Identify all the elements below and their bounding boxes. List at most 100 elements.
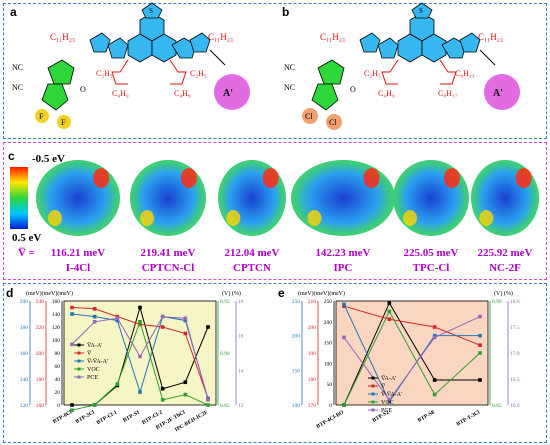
left-tick-label: 200 (324, 320, 333, 326)
legend-label: VOC (87, 367, 100, 373)
a-f1-circle (35, 109, 49, 123)
legend-label: PCE (381, 408, 392, 414)
esp-hotspot (403, 210, 418, 226)
right-tick-label: 12 (238, 403, 244, 409)
esp-panel-svg: c -0.5 eV 0.5 eV V̅ = 116.21 meV I-4Cl 219… (8, 149, 539, 274)
series-point-3 (342, 403, 346, 407)
series-point-4 (70, 342, 74, 347)
left-tick-label: 180 (20, 325, 29, 331)
esp-hotspot (180, 168, 197, 188)
series-point-0 (206, 325, 210, 329)
series-point-4 (206, 398, 210, 402)
b-cl1-circle (302, 108, 318, 124)
esp-hotspot (93, 168, 110, 188)
a-c2h5-left: C₂H₅ (96, 69, 113, 78)
left-tick-label: 170 (308, 403, 317, 409)
a-nc2: NC (12, 83, 23, 92)
b-c8h17: C₈H₁₇ (438, 89, 458, 98)
right-tick-label: 16 (238, 334, 244, 340)
esp-hotspot (307, 210, 322, 226)
panel-c-label: c (8, 149, 15, 163)
series-point-1 (387, 317, 392, 321)
x-tick-label: BTP-Cl-1 (96, 409, 119, 426)
left-tick-label: 40 (55, 377, 61, 383)
esp-name: I-4Cl (66, 262, 90, 274)
legend-marker (371, 384, 375, 388)
left-tick-label: 0 (57, 403, 60, 409)
series-point-0 (138, 305, 142, 310)
right-tick-label: 18.0 (510, 299, 520, 305)
x-tick-label: BTP-0Cl (52, 409, 73, 425)
left-tick-label: 180 (36, 377, 45, 383)
right-tick-label: 17.5 (510, 325, 520, 331)
series-point-3 (432, 392, 437, 397)
a-c2h5-right: C₂H₅ (190, 69, 207, 78)
b-cl2-circle (326, 114, 342, 130)
a-chain-right: C₁₁H₂₃ (208, 32, 233, 42)
esp-map-ipc (291, 160, 395, 236)
left-tick-label: 250 (324, 299, 333, 305)
legend-label: VOC (381, 400, 394, 406)
panel-d-label: d (6, 286, 13, 300)
left-tick-label: 200 (308, 325, 317, 331)
series-point-3 (206, 403, 210, 407)
left-tick-label: 210 (308, 299, 317, 305)
series-point-2 (115, 318, 120, 323)
right-tick-label: 18 (238, 299, 244, 305)
legend-label: V̅ (381, 383, 386, 390)
structure-a: a S C₁₁H₂₃ C₁₁H₂₃ C₂H₅ C₄H₉ C₄H₉ C₂H₅ (10, 2, 250, 129)
legend-marker (371, 408, 375, 412)
series-point-4 (115, 316, 120, 321)
a-f1: F (39, 112, 44, 121)
series-point-1 (138, 322, 142, 327)
a-c4h9-left: C₄H₉ (112, 89, 129, 98)
panel-a-label: a (10, 5, 17, 19)
legend-label: V̅A-A' (87, 342, 102, 349)
a-aprime-circle (214, 74, 250, 110)
b-aprime-circle (484, 74, 520, 110)
series-point-4 (342, 335, 346, 340)
esp-map-i-4cl (36, 160, 120, 236)
right-tick-label: 16.5 (510, 377, 520, 383)
series-point-3 (387, 309, 392, 314)
e-unit-left: (meV)(meV)(meV) (298, 290, 345, 297)
esp-name: IPC (334, 262, 353, 274)
b-o: O (350, 85, 356, 94)
series-point-1 (160, 325, 165, 329)
series-point-3 (183, 392, 188, 397)
esp-scale-top: -0.5 eV (32, 153, 65, 165)
esp-name: CPTCN (233, 262, 271, 274)
series-point-1 (70, 305, 74, 310)
left-tick-label: 190 (308, 351, 317, 357)
left-tick-label: 160 (20, 351, 29, 357)
b-cl2: Cl (329, 118, 337, 127)
legend-label: V̅A-A' (381, 375, 396, 382)
b-c4h9: C₄H₉ (378, 89, 395, 98)
left-tick-label: 200 (36, 351, 45, 357)
series-point-4 (160, 314, 165, 319)
series-line-3 (343, 310, 481, 406)
left-tick-label: 150 (324, 341, 333, 347)
esp-value: 142.23 meV (316, 247, 371, 259)
left-tick-label: 20 (55, 390, 61, 396)
b-chain-left: C₁₁H₂₃ (320, 32, 345, 42)
x-tick-label: BTP-S8 (417, 409, 436, 423)
series-line-4 (343, 316, 481, 401)
esp-hotspot (479, 210, 494, 226)
x-tick-label: BTP-S1 (122, 409, 141, 423)
a-c4h9-right: C₄H₉ (174, 89, 191, 98)
esp-hotspot (226, 210, 241, 226)
structures-svg: a S C₁₁H₂₃ C₁₁H₂₃ C₂H₅ C₄H₉ C₄H₉ C₂H₅ (10, 2, 520, 130)
panel-ab-frame (3, 3, 547, 139)
a-nc1: NC (12, 63, 23, 72)
left-tick-label: 250 (292, 299, 301, 305)
chart-d: d (meV)(meV)(meV) (V) (%) 16014012010080… (6, 286, 244, 433)
a-s-top: S (149, 7, 153, 15)
series-point-0 (183, 380, 188, 385)
series-point-0 (432, 378, 437, 382)
right-tick-label: 0.90 (492, 299, 502, 305)
series-point-0 (160, 386, 165, 391)
esp-value: 225.92 meV (478, 247, 533, 259)
panel-b-label: b (282, 5, 289, 19)
esp-value: 212.04 meV (225, 247, 280, 259)
